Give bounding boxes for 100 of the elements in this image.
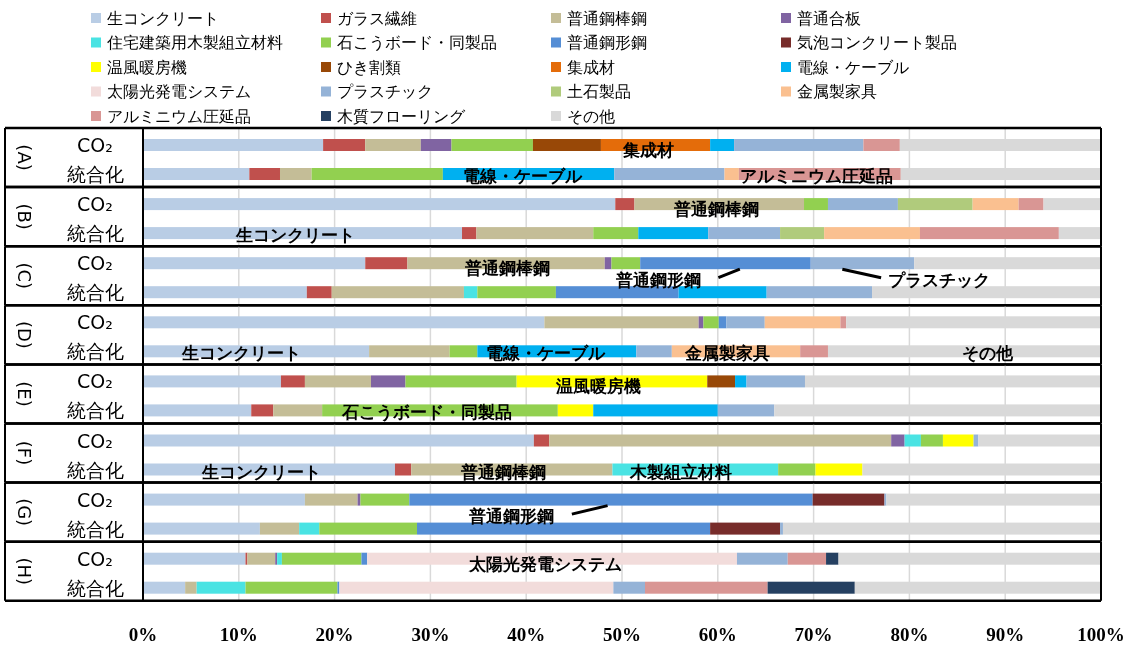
bar — [143, 316, 545, 329]
bar — [767, 581, 855, 594]
bar — [143, 139, 324, 151]
annotation: 普通鋼棒鋼 — [463, 258, 550, 279]
bar — [273, 404, 323, 417]
legend-label: ガラス繊維 — [337, 8, 417, 28]
x-tick-label: 50% — [603, 624, 641, 646]
legend-label: 太陽光発電システム — [107, 82, 251, 101]
y-axis-title: (C) — [13, 262, 35, 290]
y-tick-label: 統合化 — [66, 576, 124, 599]
bar — [449, 345, 478, 358]
annotation: 普通鋼形鋼 — [468, 506, 555, 527]
y-tick-label: CO₂ — [77, 370, 113, 393]
y-axis-title: (F) — [13, 440, 35, 466]
bar — [143, 552, 246, 565]
annotation: 太陽光発電システム — [467, 553, 622, 574]
bar — [787, 552, 827, 565]
bar — [827, 198, 898, 211]
bar — [810, 257, 915, 270]
legend-label: 土石製品 — [567, 82, 631, 101]
bar — [800, 345, 828, 358]
bar — [143, 404, 252, 417]
bar — [409, 493, 813, 506]
x-tick-label: 90% — [986, 624, 1025, 646]
bar — [764, 316, 841, 329]
bar — [736, 552, 788, 565]
bar — [143, 522, 260, 535]
legend-label: アルミニウム圧延品 — [107, 106, 251, 126]
bar — [613, 581, 645, 594]
x-tick-label: 100% — [1077, 624, 1125, 646]
y-axis-title: (G) — [13, 498, 35, 527]
y-axis-title: (B) — [13, 203, 35, 230]
x-tick-label: 60% — [698, 624, 737, 646]
bar — [557, 404, 594, 417]
bar — [249, 168, 280, 180]
y-tick-label: 統合化 — [66, 399, 124, 422]
legend-label: 金属製家具 — [797, 82, 877, 101]
bar — [247, 552, 276, 565]
bar — [717, 404, 775, 417]
y-tick-label: 統合化 — [66, 340, 124, 363]
bar — [533, 434, 550, 447]
bar — [476, 227, 594, 240]
annotation: 普通鋼棒鋼 — [459, 461, 546, 482]
bar — [280, 375, 305, 388]
y-tick-label: CO₂ — [77, 488, 113, 511]
y-tick-label: 統合化 — [66, 281, 124, 304]
bar — [1018, 198, 1044, 211]
bar — [339, 581, 614, 594]
legend-label: 生コンクリート — [107, 8, 219, 28]
bar — [311, 168, 443, 180]
x-tick-label: 80% — [890, 624, 929, 646]
bar — [840, 316, 847, 329]
bar — [323, 139, 366, 151]
bar — [306, 286, 332, 299]
bar — [804, 198, 828, 211]
y-axis-title: (D) — [13, 320, 35, 349]
bar — [185, 581, 197, 594]
bar — [279, 168, 312, 180]
bar — [734, 139, 864, 151]
bar — [863, 139, 900, 151]
y-axis-title: (H) — [13, 557, 35, 586]
bar — [143, 493, 305, 506]
bar — [710, 522, 781, 535]
legend-label: 普通鋼棒鋼 — [567, 8, 647, 28]
annotation: 生コンクリート — [181, 343, 302, 364]
bar — [812, 493, 885, 506]
legend-label: ひき割類 — [337, 57, 401, 77]
y-tick-label: 統合化 — [66, 163, 124, 185]
bar — [636, 345, 672, 358]
bar — [778, 463, 816, 476]
x-tick-label: 70% — [794, 624, 833, 646]
y-axis-title: (A) — [13, 144, 35, 171]
bar — [143, 286, 307, 299]
bar — [780, 522, 783, 535]
y-tick-label: CO₂ — [77, 252, 113, 275]
bar — [143, 434, 534, 447]
bar — [462, 227, 477, 240]
bar — [143, 198, 616, 211]
annotation: その他 — [962, 343, 1015, 364]
bar — [710, 139, 735, 151]
x-tick-label: 20% — [315, 624, 354, 646]
bar — [143, 375, 281, 388]
bar — [143, 257, 366, 270]
x-tick-label: 10% — [219, 624, 258, 646]
y-tick-label: CO₂ — [77, 547, 113, 570]
bar — [394, 463, 412, 476]
bar — [780, 227, 825, 240]
bar — [640, 257, 811, 270]
annotation: 普通鋼形鋼 — [614, 269, 701, 290]
y-tick-label: CO₂ — [77, 193, 113, 216]
legend-label: 石こうボード・同製品 — [337, 33, 497, 52]
bar — [593, 404, 718, 417]
bar — [281, 552, 362, 565]
bar — [615, 198, 635, 211]
bar — [824, 227, 920, 240]
bar — [143, 581, 186, 594]
bar — [826, 552, 839, 565]
bar — [369, 345, 450, 358]
bar — [972, 198, 1019, 211]
legend-label: 住宅建築用木製組立材料 — [106, 33, 283, 52]
